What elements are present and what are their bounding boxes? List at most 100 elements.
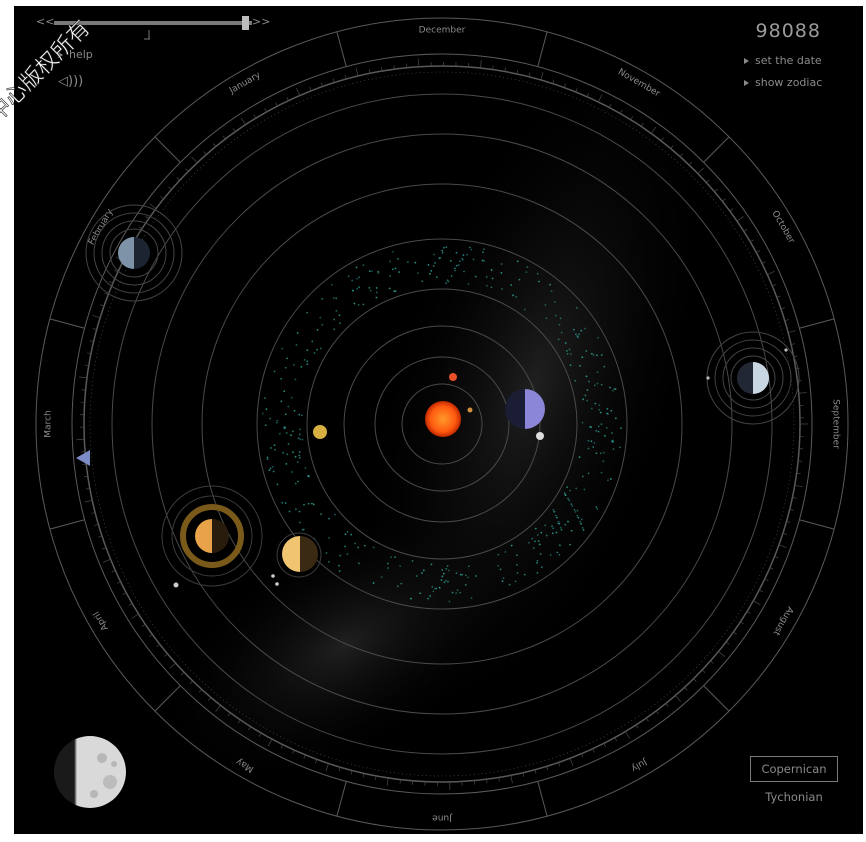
tychonian-button[interactable]: Tychonian: [765, 790, 823, 804]
day-tick: [141, 624, 146, 627]
asteroid: [516, 554, 518, 557]
asteroid: [611, 432, 613, 434]
asteroid: [580, 329, 583, 332]
asteroid: [564, 494, 567, 496]
asteroid: [441, 569, 444, 571]
planet-mars[interactable]: [313, 425, 327, 439]
month-label-june: June: [432, 813, 453, 823]
asteroid: [577, 516, 580, 519]
asteroid: [300, 414, 303, 417]
planet-neptune[interactable]: [706, 331, 800, 425]
asteroid: [288, 510, 291, 513]
month-label-august: August: [770, 605, 795, 638]
day-tick: [344, 75, 347, 80]
asteroid: [490, 269, 493, 271]
asteroid: [293, 409, 296, 412]
asteroid: [298, 510, 301, 513]
asteroid: [307, 502, 310, 505]
asteroid: [459, 591, 462, 594]
day-tick: [558, 762, 561, 767]
asteroid: [474, 275, 477, 278]
asteroid: [555, 514, 557, 517]
help-link[interactable]: help: [58, 48, 93, 61]
asteroid: [596, 382, 599, 385]
asteroid: [590, 407, 593, 410]
asteroid: [334, 513, 336, 516]
copernican-button[interactable]: Copernican: [750, 756, 838, 782]
asteroid: [281, 501, 284, 504]
asteroid: [558, 544, 561, 547]
asteroid: [594, 402, 597, 405]
asteroid: [358, 286, 360, 289]
asteroid: [311, 502, 313, 505]
triangle-marker-icon[interactable]: [76, 450, 90, 466]
day-tick: [528, 72, 531, 77]
asteroid: [447, 580, 449, 583]
planet-saturn[interactable]: [161, 485, 263, 588]
day-tick: [498, 777, 500, 782]
asteroid: [578, 456, 581, 459]
asteroid: [430, 563, 433, 566]
asteroid: [612, 448, 615, 451]
asteroid: [441, 249, 444, 252]
sun[interactable]: [425, 401, 461, 437]
asteroid: [297, 437, 300, 440]
day-tick: [191, 156, 198, 164]
set-date-link[interactable]: set the date: [744, 54, 822, 67]
speaker-icon[interactable]: ◁))): [58, 74, 84, 89]
day-tick: [540, 72, 544, 81]
asteroid: [283, 426, 286, 428]
rewind-button[interactable]: <<: [36, 15, 55, 28]
asteroid: [421, 572, 423, 574]
day-tick: [725, 641, 730, 645]
asteroid: [292, 364, 295, 366]
forward-button[interactable]: >>: [252, 15, 271, 28]
slider-thumb[interactable]: [242, 16, 249, 30]
day-tick: [131, 613, 139, 619]
asteroid: [587, 472, 590, 475]
asteroid: [269, 467, 272, 470]
planet-mercury[interactable]: [467, 407, 473, 413]
asteroid: [269, 447, 272, 449]
asteroid: [556, 516, 558, 519]
asteroid: [271, 466, 274, 468]
day-tick: [592, 748, 595, 753]
asteroid: [445, 282, 447, 284]
asteroid: [338, 564, 340, 567]
day-tick: [87, 352, 92, 354]
day-tick: [798, 392, 807, 394]
asteroid: [536, 561, 538, 564]
asteroid: [575, 307, 578, 309]
solar-system-view[interactable]: JanuaryFebruaryMarchAprilMayJuneJulyAugu…: [14, 6, 863, 834]
asteroid: [599, 411, 602, 414]
asteroid: [261, 412, 264, 415]
asteroid: [369, 289, 372, 292]
asteroid: [483, 260, 485, 262]
month-label-march: March: [44, 410, 54, 437]
day-tick: [586, 92, 590, 97]
planet-uranus[interactable]: [85, 204, 183, 302]
asteroid: [368, 286, 371, 289]
planet-venus[interactable]: [449, 373, 457, 381]
asteroid: [461, 573, 464, 576]
asteroid: [330, 283, 333, 286]
asteroid: [472, 258, 475, 261]
planet-jupiter[interactable]: [271, 532, 322, 586]
show-zodiac-link[interactable]: show zodiac: [744, 76, 822, 89]
planet-earth[interactable]: [505, 389, 545, 440]
asteroid: [380, 576, 383, 579]
day-tick: [83, 475, 88, 478]
day-tick: [706, 179, 710, 183]
asteroid: [575, 487, 578, 490]
asteroid: [394, 267, 397, 270]
day-tick: [534, 769, 537, 774]
asteroid: [398, 271, 400, 273]
asteroid: [600, 383, 603, 386]
asteroid: [264, 424, 267, 427]
asteroid: [463, 270, 465, 273]
asteroid: [372, 582, 375, 584]
asteroid: [283, 390, 286, 393]
asteroid: [400, 582, 403, 585]
asteroid: [559, 317, 562, 320]
timeline-slider[interactable]: [54, 16, 252, 40]
